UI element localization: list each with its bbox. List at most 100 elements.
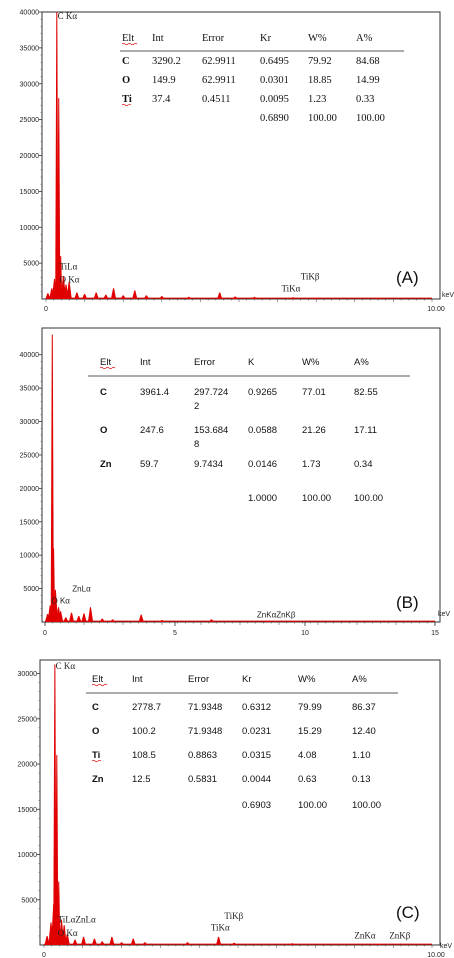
spectrum-peak: [66, 281, 72, 299]
y-tick-label: 30000: [18, 671, 38, 678]
table-element: O: [92, 726, 99, 737]
spectrum-peak: [110, 619, 116, 622]
table-header: Int: [132, 674, 143, 685]
y-tick-label: 5000: [21, 897, 37, 904]
table-cell: 15.29: [298, 726, 322, 737]
spectrum-peak: [120, 295, 126, 299]
peak-label: ZnKα: [354, 931, 375, 941]
y-tick-label: 10000: [18, 852, 38, 859]
spectrum-peak: [57, 881, 61, 945]
table-cell: 0.8863: [188, 750, 217, 761]
x-tick-label: 0: [42, 952, 46, 958]
table-cell: 12.40: [352, 726, 376, 737]
table-element: Ti: [92, 750, 100, 761]
table-header: K: [248, 357, 255, 368]
table-total-cell: 100.00: [352, 800, 381, 811]
spectrum-peak: [64, 934, 70, 945]
table-header: A%: [352, 674, 367, 685]
spell-check-underline: [121, 103, 132, 107]
eds-spectrum-panel-c: 5000 10000 15000 20000 25000 30000 0 10.00 keV C …: [0, 650, 454, 958]
table-header: Kr: [242, 674, 252, 685]
spectrum-peak: [103, 294, 109, 299]
spectrum-peak: [232, 296, 238, 299]
table-total-cell: 100.00: [302, 493, 331, 504]
spectrum-peak: [375, 298, 381, 299]
table-cell: 12.5: [132, 774, 151, 785]
table-header: W%: [308, 33, 327, 44]
table-header: Elt: [100, 357, 111, 368]
y-tick-label: 40000: [20, 352, 40, 359]
spectrum-peak: [99, 618, 105, 622]
spectrum-peak: [91, 938, 98, 945]
table-element: Zn: [100, 459, 112, 470]
spectrum-peak: [52, 589, 58, 622]
y-tick-label: 15000: [20, 519, 40, 526]
table-cell: 0.0044: [242, 774, 271, 785]
table-cell: 71.9348: [188, 726, 222, 737]
y-tick-label: 5000: [23, 261, 39, 268]
spectrum-peak: [132, 290, 138, 299]
table-total-cell: 0.6903: [242, 800, 271, 811]
panel-label-c: (C): [396, 903, 420, 922]
y-tick-label: 20000: [20, 153, 40, 160]
table-element: O: [100, 425, 107, 436]
table-cell: 100.2: [132, 726, 156, 737]
table-cell: 59.7: [140, 459, 159, 470]
table-cell: 2: [194, 401, 199, 412]
spectrum-peak: [208, 619, 214, 622]
peak-label: TiKα: [281, 283, 300, 293]
spectrum-peak: [82, 293, 88, 299]
panel-label-b: (B): [396, 593, 419, 612]
table-total-cell: 100.00: [308, 113, 337, 124]
y-tick-label: 25000: [20, 452, 40, 459]
spectrum-chart-b: 5000 10000 15000 20000 25000 30000 35000 40000 0…: [20, 327, 450, 637]
table-cell: 17.11: [354, 425, 377, 436]
table-cell: 9.7434: [194, 459, 223, 470]
y-tick-label: 30000: [20, 81, 40, 88]
y-tick-label: 25000: [18, 716, 38, 723]
table-cell: 0.33: [356, 94, 374, 105]
table-cell: 0.0146: [248, 459, 277, 470]
table-element: Ti: [122, 94, 132, 105]
spectrum-peak: [45, 293, 51, 299]
peak-label: ZnLα: [72, 584, 91, 593]
spectrum-peak: [87, 607, 94, 622]
table-cell: 0.0588: [248, 425, 277, 436]
spectrum-chart-a: 5000 10000 15000 20000 25000 30000 35000 40000 0…: [20, 10, 454, 314]
table-element: Zn: [92, 774, 104, 785]
plot-frame-b: [41, 327, 441, 623]
spectrum-peak: [119, 942, 125, 945]
eds-spectrum-panel-a: 5000 10000 15000 20000 25000 30000 35000 40000 0…: [0, 0, 454, 320]
spell-check-underline: [121, 42, 138, 46]
table-header: Elt: [122, 33, 134, 44]
table-cell: 3961.4: [140, 387, 169, 398]
x-unit-label: keV: [442, 292, 454, 299]
table-cell: 8: [194, 439, 199, 450]
spectrum-peak: [130, 938, 136, 945]
table-header: Error: [194, 357, 215, 368]
spectrum-peak: [44, 935, 50, 945]
spectrum-peak: [68, 612, 75, 622]
table-total-cell: 1.0000: [248, 493, 277, 504]
spectrum-peak: [59, 255, 63, 299]
table-cell: 0.0315: [242, 750, 271, 761]
spectrum-peak: [184, 942, 191, 945]
table-cell: 2778.7: [132, 702, 161, 713]
peak-label: C Kα: [56, 661, 76, 671]
spectrum-peak: [251, 296, 258, 299]
plot-frame-c: [39, 659, 441, 946]
y-tick-label: 15000: [20, 189, 40, 196]
spell-check-underline: [99, 366, 116, 370]
table-cell: 77.01: [302, 387, 326, 398]
peak-label: ZnKαZnKβ: [257, 610, 296, 619]
spectrum-peak: [159, 296, 165, 299]
x-tick-label: 0: [43, 630, 47, 637]
spectrum-peak: [109, 936, 115, 945]
spell-check-underline: [91, 683, 108, 687]
table-cell: 0.0301: [260, 75, 289, 86]
table-cell: 4.08: [298, 750, 317, 761]
spectrum-peak: [292, 621, 298, 622]
spectrum-peak: [290, 297, 296, 299]
table-element: C: [100, 387, 107, 398]
table-cell: 71.9348: [188, 702, 222, 713]
